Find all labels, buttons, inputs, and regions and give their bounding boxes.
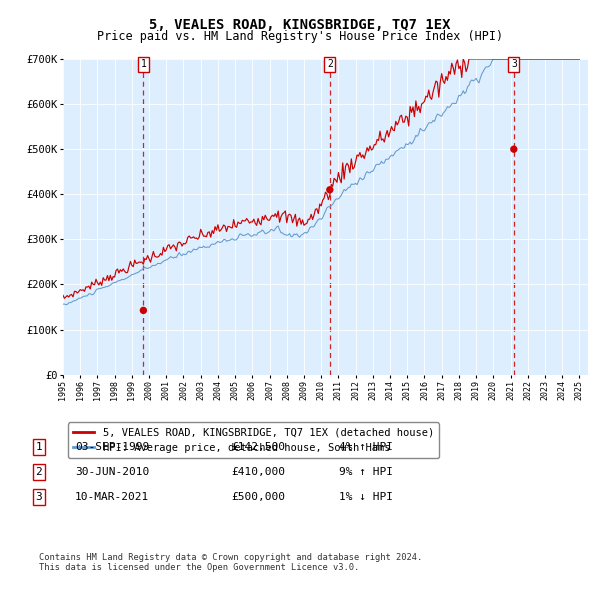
Text: 2: 2 [35, 467, 43, 477]
Text: Contains HM Land Registry data © Crown copyright and database right 2024.
This d: Contains HM Land Registry data © Crown c… [39, 553, 422, 572]
Text: 03-SEP-1999: 03-SEP-1999 [75, 442, 149, 451]
Text: 1: 1 [140, 60, 146, 70]
Text: 9% ↑ HPI: 9% ↑ HPI [339, 467, 393, 477]
Point [325, 185, 335, 195]
Legend: 5, VEALES ROAD, KINGSBRIDGE, TQ7 1EX (detached house), HPI: Average price, detac: 5, VEALES ROAD, KINGSBRIDGE, TQ7 1EX (de… [68, 422, 439, 458]
Text: £500,000: £500,000 [231, 493, 285, 502]
Text: 5, VEALES ROAD, KINGSBRIDGE, TQ7 1EX: 5, VEALES ROAD, KINGSBRIDGE, TQ7 1EX [149, 18, 451, 32]
Text: 30-JUN-2010: 30-JUN-2010 [75, 467, 149, 477]
Point [509, 145, 518, 154]
Text: £142,500: £142,500 [231, 442, 285, 451]
Text: 2: 2 [327, 60, 333, 70]
Text: 1: 1 [35, 442, 43, 451]
Text: Price paid vs. HM Land Registry's House Price Index (HPI): Price paid vs. HM Land Registry's House … [97, 30, 503, 43]
Text: 3: 3 [511, 60, 517, 70]
Text: 10-MAR-2021: 10-MAR-2021 [75, 493, 149, 502]
Text: 3: 3 [35, 493, 43, 502]
Point [139, 306, 148, 315]
Text: 1% ↓ HPI: 1% ↓ HPI [339, 493, 393, 502]
Text: 4% ↑ HPI: 4% ↑ HPI [339, 442, 393, 451]
Text: £410,000: £410,000 [231, 467, 285, 477]
